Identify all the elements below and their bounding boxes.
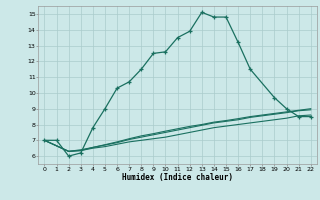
X-axis label: Humidex (Indice chaleur): Humidex (Indice chaleur) [122,173,233,182]
